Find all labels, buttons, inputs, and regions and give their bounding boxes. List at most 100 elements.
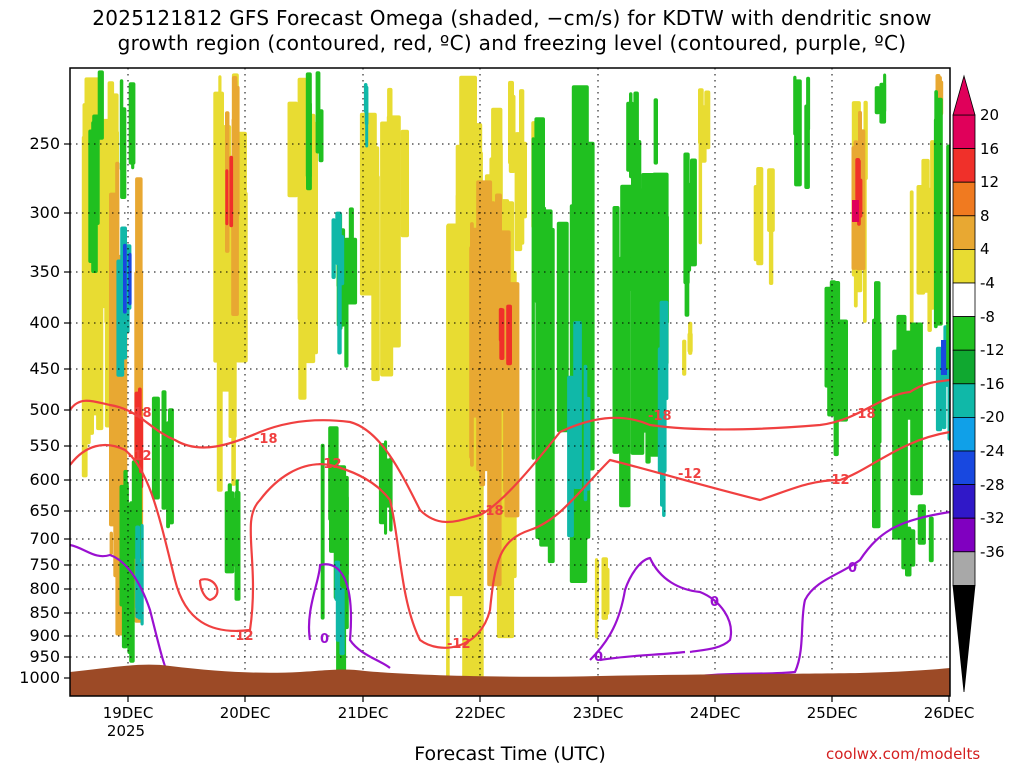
omega-cell (371, 175, 380, 382)
omega-cell (339, 475, 349, 576)
omega-cell (833, 314, 839, 457)
omega-shading (81, 70, 950, 691)
contour-label: -18 (480, 504, 504, 519)
omega-cell (556, 221, 569, 433)
omega-cell (331, 218, 336, 279)
y-tick-label: 1000 (19, 668, 60, 687)
omega-cell (612, 206, 620, 454)
omega-cell (767, 168, 775, 232)
y-tick-label: 800 (29, 579, 60, 598)
omega-cell (603, 567, 610, 615)
colorbar-swatch (952, 316, 976, 351)
y-tick-label: 350 (29, 262, 60, 281)
freezing-contour (599, 650, 686, 662)
colorbar-label: -16 (980, 374, 1005, 393)
y-tick-label: 400 (29, 313, 60, 332)
contour-label: -12 (826, 473, 850, 488)
contour-label: 0 (710, 595, 719, 610)
omega-cell (168, 408, 174, 525)
x-tick-label: 22DEC (454, 704, 506, 722)
colorbar-swatch (952, 349, 976, 385)
y-tick-label: 600 (29, 470, 60, 489)
omega-cell (909, 190, 914, 342)
omega-cell (571, 85, 589, 240)
omega-cell (794, 79, 802, 187)
omega-cell (123, 243, 127, 314)
omega-cell (690, 158, 697, 267)
contour-layer: -18 -12 -18 -12 -12 -12 -18 -18 -12 -18 -12 0 0 0 0 (70, 378, 950, 678)
y-tick-label: 300 (29, 203, 60, 222)
omega-cell (305, 72, 312, 178)
omega-cell (344, 250, 349, 368)
plot-frame (69, 67, 951, 697)
omega-cell (804, 104, 810, 189)
omega-cell (573, 321, 582, 489)
omega-cell (120, 107, 127, 199)
omega-cell (684, 182, 692, 272)
omega-cell (874, 86, 881, 115)
y-tick-label: 250 (29, 134, 60, 153)
colorbar-swatch (952, 484, 976, 519)
omega-cell (910, 322, 923, 496)
contour-label: -12 (318, 457, 342, 472)
omega-cell (917, 504, 926, 545)
freezing-contour (589, 556, 733, 661)
omega-cell (535, 204, 542, 540)
y-tick-label: 750 (29, 555, 60, 574)
omega-cell (229, 155, 234, 228)
omega-cell (231, 155, 239, 316)
contour-label: -12 (678, 467, 702, 482)
omega-cell (499, 308, 505, 360)
omega-cell (129, 501, 135, 663)
omega-cell (872, 318, 881, 529)
omega-cell (508, 94, 516, 173)
omega-cell (297, 77, 308, 321)
omega-cell (531, 137, 535, 460)
colorbar-swatch (952, 181, 976, 217)
colorbar-swatch (952, 148, 976, 183)
contour-label: 0 (320, 632, 329, 647)
omega-cell (941, 340, 947, 375)
x-tick-label: 23DEC (572, 704, 624, 722)
omega-cell (933, 118, 938, 329)
omega-cell (235, 479, 239, 535)
site-credit: coolwx.com/modelts (826, 745, 981, 763)
omega-cell (852, 200, 859, 222)
omega-cell (838, 319, 848, 422)
x-tick-label: 24DEC (689, 704, 741, 722)
y-tick-label: 500 (29, 400, 60, 419)
omega-cell (128, 252, 132, 306)
colorbar-swatch (952, 215, 976, 250)
x-tick-label: 19DEC (102, 704, 154, 722)
omega-cell (287, 101, 298, 198)
omega-cell (659, 300, 669, 401)
omega-cell (653, 98, 658, 165)
colorbar-swatch (952, 450, 976, 485)
omega-cell (82, 103, 87, 333)
axis-ticks (64, 143, 950, 702)
omega-cell (113, 523, 118, 578)
omega-cell (88, 129, 95, 263)
y-tick-label: 950 (29, 647, 60, 666)
omega-cell (116, 259, 125, 377)
colorbar-bottom-arrow (952, 585, 976, 693)
terrain-ground (70, 664, 950, 696)
colorbar-top-arrow (952, 74, 976, 116)
y-tick-label: 850 (29, 603, 60, 622)
chart-title-line2: growth region (contoured, red, ºC) and f… (117, 31, 907, 55)
contour-label: -12 (447, 637, 471, 652)
colorbar-label: 4 (980, 240, 990, 259)
omega-cell (161, 390, 167, 510)
colorbar-label: -4 (980, 274, 995, 292)
contour-label: 0 (848, 561, 857, 576)
colorbar-label: -8 (980, 307, 995, 326)
contour-label: -12 (230, 629, 254, 644)
contour-label: -18 (254, 432, 278, 447)
contour-label: -18 (648, 409, 672, 424)
omega-cell (109, 531, 113, 555)
colorbar-label: -32 (980, 509, 1005, 528)
colorbar-label: 20 (980, 106, 1000, 124)
colorbar-label: -12 (980, 341, 1005, 360)
omega-cell (547, 227, 555, 564)
dgz-contour-upper (70, 378, 950, 524)
